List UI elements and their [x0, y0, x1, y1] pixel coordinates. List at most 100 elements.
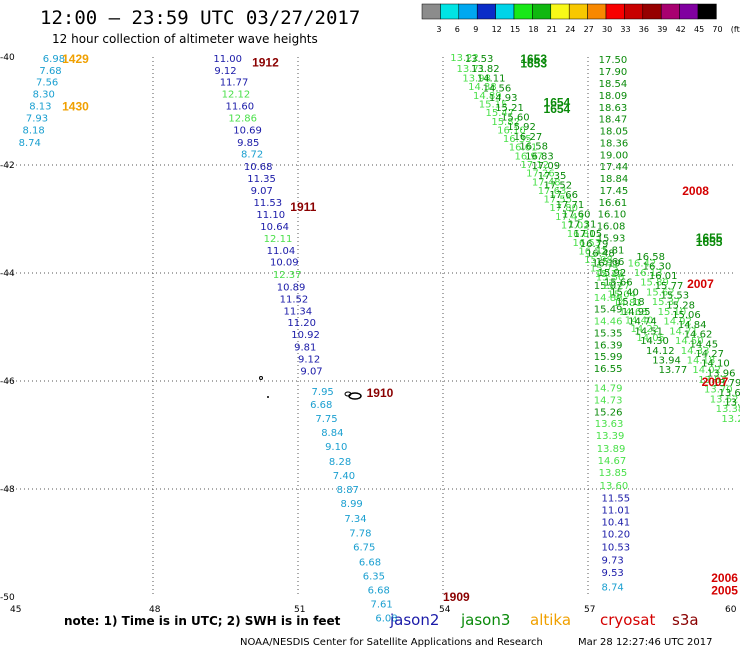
wave-height-value: 11.53: [254, 198, 283, 209]
wave-height-value: 15.35: [594, 328, 623, 339]
wave-height-value: 15.75: [590, 264, 619, 275]
wave-height-value: 14.93: [489, 93, 518, 104]
wave-height-value: 15.81: [596, 245, 625, 256]
wave-height-value: 14.67: [598, 456, 627, 467]
wave-height-value: 18.05: [600, 127, 629, 138]
wave-height-value: 15.28: [666, 300, 695, 311]
wave-height-value: 10.69: [233, 125, 262, 136]
x-tick-label: 45: [10, 605, 21, 615]
x-tick-label: 51: [294, 605, 305, 615]
note-text: note: 1) Time is in UTC; 2) SWH is in fe…: [64, 614, 341, 628]
wave-height-value: 15.92: [507, 122, 536, 133]
colorbar-label: 24: [565, 25, 575, 34]
wave-height-value: 18.54: [599, 79, 628, 90]
x-tick-label: 60: [725, 605, 737, 615]
pass-number-label: 2008: [682, 184, 709, 198]
wave-height-value: 15.50: [596, 272, 625, 283]
wave-height-value: 16.61: [509, 143, 538, 154]
colorbar-label: 39: [657, 25, 667, 34]
wave-height-value: 14.50: [675, 336, 704, 347]
wave-height-value: 14.88: [594, 293, 623, 304]
wave-height-value: 15.77: [655, 281, 684, 292]
wave-height-value: 7.68: [39, 66, 61, 77]
satellite-legend-jason3: jason3: [460, 611, 510, 629]
wave-height-value: 17.48: [532, 177, 561, 188]
wave-height-value: 15.49: [594, 305, 623, 316]
colorbar-swatch: [605, 3, 625, 20]
wave-height-value: 18.36: [600, 138, 629, 149]
colorbar-swatch: [495, 3, 515, 20]
wave-height-value: 16.30: [643, 262, 672, 273]
wave-height-value: 14.62: [684, 330, 713, 341]
wave-height-value: 14.11: [477, 74, 506, 85]
wave-height-value: 14.38: [468, 82, 497, 93]
wave-height-value: 9.10: [325, 442, 347, 453]
wave-height-value: 11.10: [256, 210, 285, 221]
wave-height-value: 15.06: [672, 310, 701, 321]
pass-number-label: 1911: [290, 200, 316, 214]
wave-height-value: 13.96: [707, 368, 736, 379]
satellite-legend-altika: altika: [530, 611, 571, 629]
x-tick-label: 57: [584, 605, 595, 615]
wave-height-value: 14.12: [646, 346, 675, 357]
wave-height-value: 14.63: [619, 307, 648, 318]
wave-height-value: 15.60: [501, 112, 530, 123]
wave-height-value: 10.20: [602, 529, 631, 540]
wave-height-value: 16.48: [586, 249, 615, 260]
wave-height-value: 10.89: [277, 283, 306, 294]
colorbar-label: 6: [455, 25, 460, 34]
wave-height-value: 8.13: [29, 102, 51, 113]
wave-height-value: 15.66: [604, 278, 633, 289]
wave-height-value: 13.77: [659, 365, 688, 376]
footer-credit: NOAA/NESDIS Center for Satellite Applica…: [240, 637, 543, 648]
footer-timestamp: Mar 28 12:27:46 UTC 2017: [578, 637, 713, 648]
pass-number-label: 1430: [62, 100, 89, 114]
colorbar-swatch: [624, 3, 644, 20]
wave-height-value: 17.80: [549, 203, 578, 214]
wave-height-value: 17.90: [599, 67, 628, 78]
wave-height-value: 12.11: [264, 234, 293, 245]
wave-height-value: 13.85: [599, 468, 628, 479]
wave-height-value: 11.01: [602, 506, 631, 517]
colorbar-swatch: [568, 3, 588, 20]
wave-height-value: 15.99: [594, 352, 623, 363]
wave-height-value: 9.12: [298, 354, 320, 365]
wave-height-value: 10.09: [270, 258, 299, 269]
pass-number-label: 1654: [544, 95, 571, 109]
colorbar-label: 15: [510, 25, 520, 34]
wave-height-value: 13.53: [465, 54, 494, 65]
wave-height-value: 17.63: [538, 186, 567, 197]
wave-height-value: 14.73: [594, 395, 623, 406]
wave-height-value: 17.43: [555, 212, 584, 223]
wave-height-value: 14.10: [701, 359, 730, 370]
wave-height-value: 15.07: [594, 281, 623, 292]
colorbar-label: 27: [584, 25, 594, 34]
pass-number-label: 1910: [367, 386, 394, 400]
wave-height-value: 16.55: [594, 364, 623, 375]
wave-height-value: 16.27: [514, 132, 543, 143]
island-outline: [259, 376, 362, 400]
wave-height-value: 17.35: [538, 171, 567, 182]
colorbar-swatch: [642, 3, 662, 20]
wave-height-value: 17.55: [544, 195, 573, 206]
wave-height-value: 15.40: [610, 287, 639, 298]
wave-height-value: 13.45: [724, 398, 740, 409]
colorbar-swatch: [532, 3, 552, 20]
wave-height-value: 15.66: [596, 257, 625, 268]
wave-height-value: 6.68: [359, 557, 381, 568]
wave-height-value: 8.72: [241, 150, 263, 161]
wave-height-value: 14.79: [594, 384, 623, 395]
wave-height-value: 18.09: [599, 91, 628, 102]
wave-height-value: 14.22: [631, 324, 660, 335]
wave-height-value: 15.92: [598, 268, 627, 279]
wave-height-value: 14.45: [690, 339, 719, 350]
wave-height-value: 14.02: [692, 365, 721, 376]
wave-height-value: 17.66: [549, 190, 578, 201]
wave-height-value: 16.61: [599, 198, 628, 209]
colorbar-label: 3: [436, 25, 441, 34]
chart-subtitle: 12 hour collection of altimeter wave hei…: [52, 32, 318, 46]
pass-number-label: 1655: [696, 231, 723, 245]
wave-height-value: 11.52: [280, 294, 309, 305]
pass-number-label: 2007: [687, 277, 714, 291]
wave-height-value: 17.52: [544, 181, 573, 192]
